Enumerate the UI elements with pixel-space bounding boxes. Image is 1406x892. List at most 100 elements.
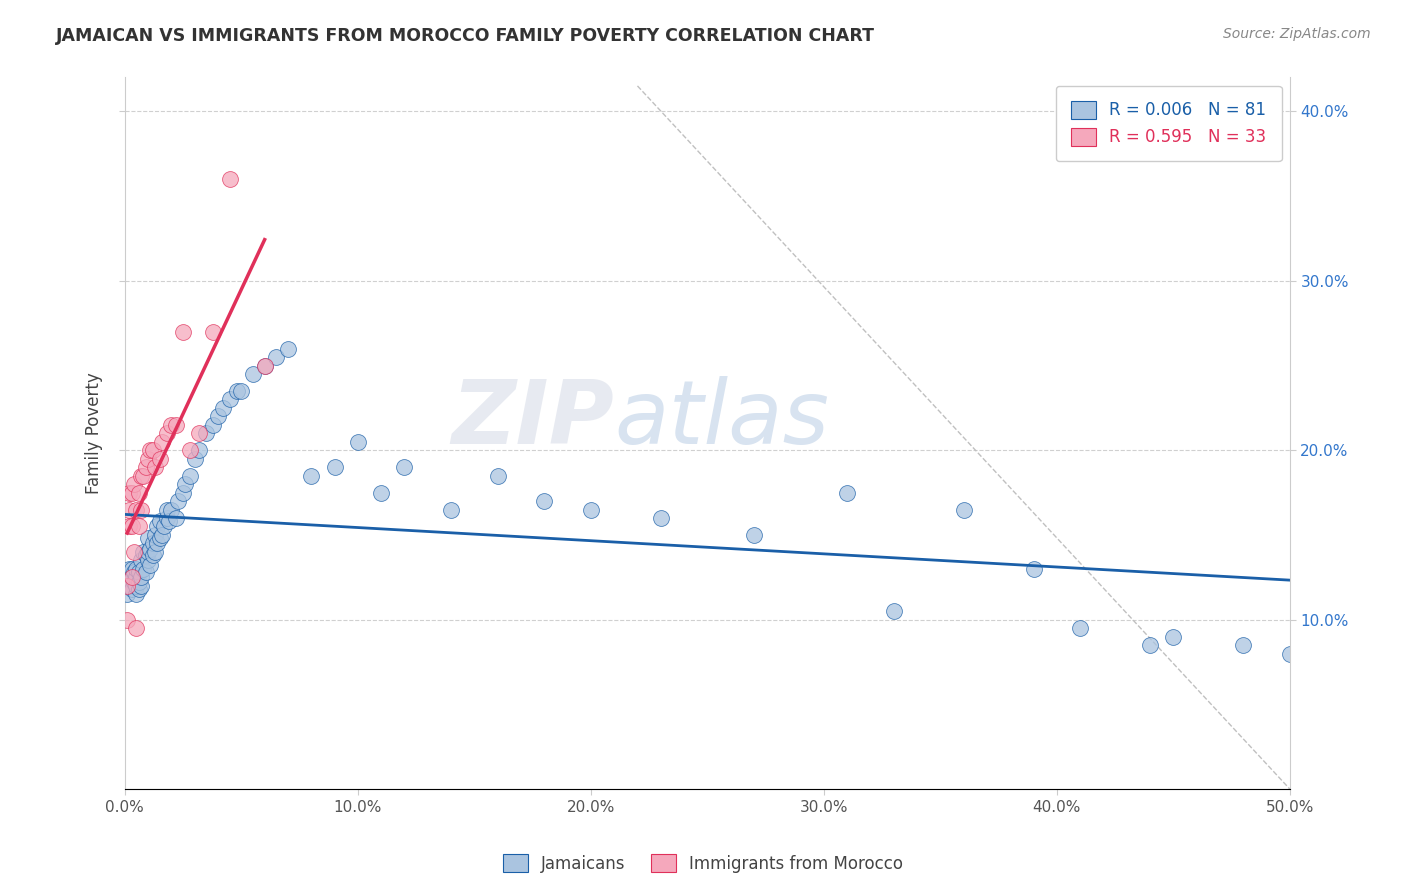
Point [153,519,176,533]
Point [135,460,157,475]
Point [121,562,143,576]
Point [742,528,765,542]
Point [121,570,143,584]
Point [143,545,166,559]
Point [132,562,155,576]
Point [125,562,148,576]
Point [115,613,138,627]
Point [136,545,159,559]
Point [188,426,211,441]
Point [837,485,859,500]
Point [1278,647,1301,661]
Point [115,587,138,601]
Point [122,575,145,590]
Point [118,562,141,576]
Point [440,502,463,516]
Text: Source: ZipAtlas.com: Source: ZipAtlas.com [1223,27,1371,41]
Point [231,384,253,398]
Point [149,532,172,546]
Point [952,502,974,516]
Point [121,519,143,533]
Point [129,502,152,516]
Point [211,401,233,415]
Point [370,485,392,500]
Point [202,325,225,339]
Point [202,417,225,432]
Point [125,570,148,584]
Point [1163,630,1185,644]
Point [883,604,905,618]
Point [118,579,141,593]
Point [129,579,152,593]
Point [160,417,183,432]
Point [143,528,166,542]
Point [242,367,264,381]
Point [136,451,159,466]
Text: JAMAICAN VS IMMIGRANTS FROM MOROCCO FAMILY POVERTY CORRELATION CHART: JAMAICAN VS IMMIGRANTS FROM MOROCCO FAMI… [56,27,876,45]
Text: ZIP: ZIP [451,376,614,463]
Y-axis label: Family Poverty: Family Poverty [86,373,103,494]
Point [156,502,179,516]
Point [128,566,150,580]
Point [132,468,155,483]
Point [128,575,150,590]
Point [121,582,143,597]
Point [143,460,166,475]
Point [167,494,190,508]
Point [125,621,148,635]
Point [1232,638,1254,652]
Point [1022,562,1045,576]
Point [165,511,187,525]
Point [132,545,155,559]
Point [156,426,179,441]
Point [277,342,299,356]
Point [347,434,370,449]
Point [118,579,141,593]
Point [139,443,162,458]
Point [172,485,194,500]
Point [184,451,207,466]
Point [195,426,218,441]
Point [225,384,247,398]
Point [142,443,165,458]
Point [179,443,201,458]
Point [218,172,240,186]
Point [136,532,159,546]
Point [149,451,172,466]
Point [174,477,197,491]
Point [299,468,322,483]
Point [139,541,162,556]
Point [150,528,173,542]
Point [323,460,346,475]
Point [118,485,141,500]
Point [129,468,152,483]
Point [394,460,416,475]
Text: atlas: atlas [614,376,830,462]
Point [121,570,143,584]
Point [122,477,145,491]
Point [146,519,169,533]
Point [118,519,141,533]
Point [121,485,143,500]
Point [579,502,602,516]
Point [179,468,201,483]
Point [129,570,152,584]
Point [207,409,229,424]
Point [129,553,152,567]
Legend: Jamaicans, Immigrants from Morocco: Jamaicans, Immigrants from Morocco [496,847,910,880]
Point [218,392,240,407]
Point [128,582,150,597]
Point [650,511,672,525]
Point [125,579,148,593]
Point [115,579,138,593]
Point [128,519,150,533]
Point [139,558,162,573]
Point [135,566,157,580]
Point [165,417,187,432]
Point [118,502,141,516]
Point [135,549,157,563]
Point [160,502,183,516]
Point [142,549,165,563]
Point [533,494,555,508]
Point [149,515,172,529]
